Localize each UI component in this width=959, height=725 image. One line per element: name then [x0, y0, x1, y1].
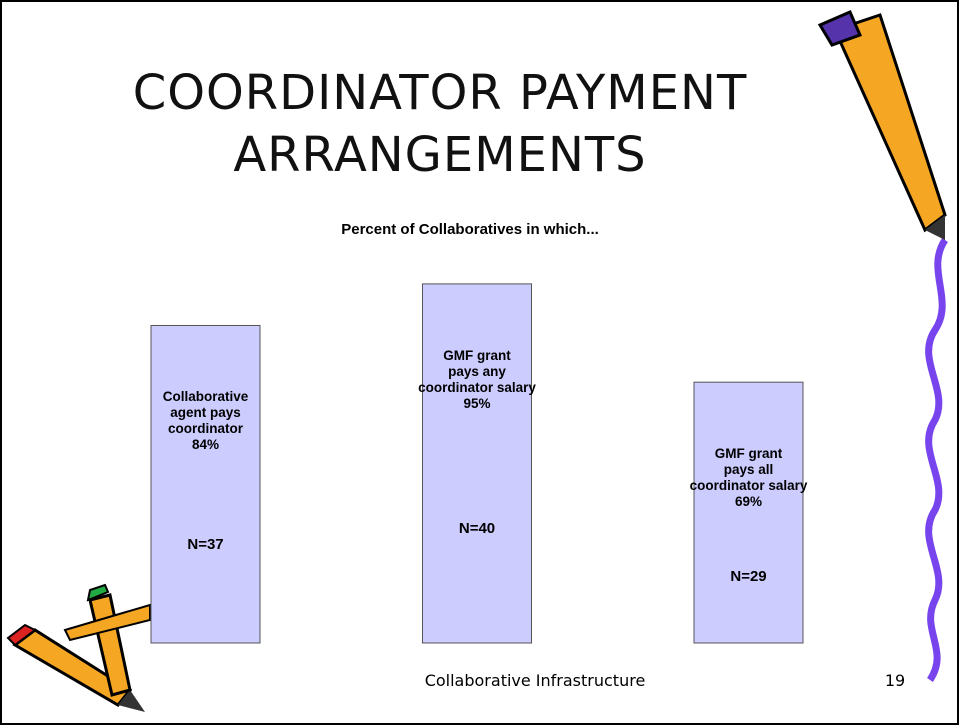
slide: COORDINATOR PAYMENT ARRANGEMENTS Percent… [0, 0, 959, 725]
bar-label: GMF grant pays any coordinator salary [407, 348, 547, 396]
n-label: N=37 [156, 536, 256, 553]
slide-title: COORDINATOR PAYMENT ARRANGEMENTS [60, 62, 820, 186]
bar-label: GMF grant pays all coordinator salary [679, 446, 819, 494]
bar [423, 284, 532, 643]
pencil-top [820, 12, 945, 240]
value-label: 95% [407, 396, 547, 412]
n-label: N=40 [427, 520, 527, 537]
bar-label: Collaborative agent pays coordinator [136, 389, 276, 437]
page-number: 19 [875, 671, 915, 690]
pencils-bottom [8, 585, 150, 712]
bar [151, 325, 260, 643]
n-label: N=29 [699, 568, 799, 585]
footer: Collaborative Infrastructure [385, 671, 685, 690]
chart-title: Percent of Collaboratives in which... [200, 221, 740, 238]
wavy-line [929, 240, 945, 680]
bar [694, 382, 803, 643]
value-label: 69% [679, 494, 819, 510]
value-label: 84% [136, 437, 276, 453]
